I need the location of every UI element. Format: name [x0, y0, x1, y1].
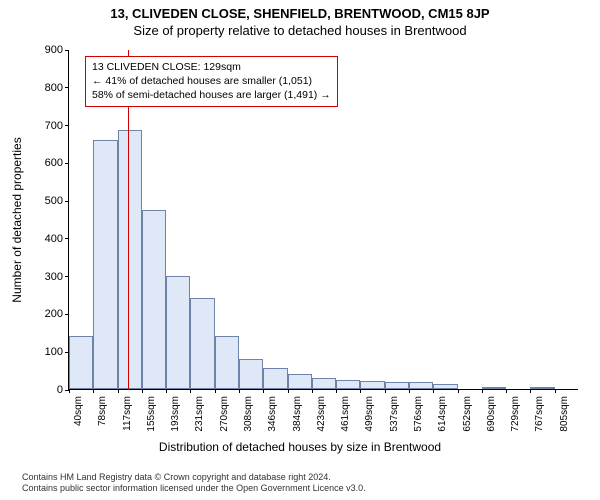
xtick-line [409, 389, 410, 393]
xtick-line [458, 389, 459, 393]
ytick-label: 800 [25, 82, 63, 94]
xtick-line [93, 389, 94, 393]
histogram-bar [166, 276, 190, 389]
xtick-label: 499sqm [364, 396, 375, 432]
xtick-line [433, 389, 434, 393]
ytick-line [65, 50, 69, 51]
xtick-label: 690sqm [486, 396, 497, 432]
histogram-bar [69, 336, 93, 389]
annotation-line-3: 58% of semi-detached houses are larger (… [92, 88, 331, 102]
ytick-line [65, 87, 69, 88]
page-subtitle: Size of property relative to detached ho… [0, 21, 600, 38]
xtick-line [530, 389, 531, 393]
histogram-bar [215, 336, 239, 389]
ytick-label: 600 [25, 157, 63, 169]
xtick-line [288, 389, 289, 393]
xtick-line [385, 389, 386, 393]
xtick-line [142, 389, 143, 393]
ytick-label: 200 [25, 308, 63, 320]
xtick-label: 270sqm [219, 396, 230, 432]
ytick-line [65, 238, 69, 239]
xtick-label: 193sqm [170, 396, 181, 432]
xtick-line [263, 389, 264, 393]
ytick-line [65, 163, 69, 164]
xtick-line [506, 389, 507, 393]
xtick-line [118, 389, 119, 393]
histogram-bar [190, 298, 214, 389]
xtick-label: 576sqm [413, 396, 424, 432]
ytick-label: 100 [25, 346, 63, 358]
xtick-label: 231sqm [194, 396, 205, 432]
xtick-label: 78sqm [97, 396, 108, 426]
x-axis-label: Distribution of detached houses by size … [0, 440, 600, 454]
ytick-line [65, 125, 69, 126]
xtick-line [69, 389, 70, 393]
xtick-line [555, 389, 556, 393]
histogram-bar [239, 359, 263, 389]
annotation-line-2: ← 41% of detached houses are smaller (1,… [92, 74, 331, 88]
xtick-label: 614sqm [437, 396, 448, 432]
xtick-line [239, 389, 240, 393]
histogram-bar [93, 140, 117, 389]
credits: Contains HM Land Registry data © Crown c… [22, 472, 366, 495]
xtick-label: 117sqm [122, 396, 133, 431]
histogram-bar [288, 374, 312, 389]
xtick-label: 652sqm [462, 396, 473, 432]
xtick-label: 155sqm [146, 396, 157, 432]
histogram-bar [385, 382, 409, 389]
credits-line-1: Contains HM Land Registry data © Crown c… [22, 472, 366, 483]
ytick-label: 500 [25, 195, 63, 207]
xtick-label: 461sqm [340, 396, 351, 432]
xtick-line [482, 389, 483, 393]
histogram-bar [530, 387, 554, 389]
chart-container: 13, CLIVEDEN CLOSE, SHENFIELD, BRENTWOOD… [0, 0, 600, 500]
histogram-bar [312, 378, 336, 389]
histogram-bar [263, 368, 287, 389]
histogram-bar [409, 382, 433, 389]
xtick-line [336, 389, 337, 393]
ytick-label: 900 [25, 44, 63, 56]
xtick-label: 767sqm [534, 396, 545, 432]
ytick-line [65, 276, 69, 277]
xtick-line [312, 389, 313, 393]
histogram-bar [482, 387, 506, 389]
histogram-bar [336, 380, 360, 389]
xtick-label: 308sqm [243, 396, 254, 432]
xtick-line [190, 389, 191, 393]
xtick-line [360, 389, 361, 393]
xtick-label: 384sqm [292, 396, 303, 432]
credits-line-2: Contains public sector information licen… [22, 483, 366, 494]
ytick-line [65, 201, 69, 202]
xtick-label: 729sqm [510, 396, 521, 432]
ytick-label: 700 [25, 120, 63, 132]
histogram-bar [360, 381, 384, 389]
annotation-box: 13 CLIVEDEN CLOSE: 129sqm ← 41% of detac… [85, 56, 338, 107]
ytick-label: 400 [25, 233, 63, 245]
histogram-bar [142, 210, 166, 389]
histogram-bar [118, 130, 142, 389]
xtick-label: 40sqm [73, 396, 84, 426]
y-axis-label: Number of detached properties [10, 137, 24, 302]
ytick-label: 0 [25, 384, 63, 396]
xtick-label: 805sqm [559, 396, 570, 432]
histogram-bar [433, 384, 457, 389]
xtick-label: 423sqm [316, 396, 327, 432]
xtick-line [215, 389, 216, 393]
xtick-label: 346sqm [267, 396, 278, 432]
ytick-line [65, 314, 69, 315]
ytick-label: 300 [25, 271, 63, 283]
xtick-label: 537sqm [389, 396, 400, 432]
page-title: 13, CLIVEDEN CLOSE, SHENFIELD, BRENTWOOD… [0, 0, 600, 21]
annotation-line-1: 13 CLIVEDEN CLOSE: 129sqm [92, 60, 331, 74]
xtick-line [166, 389, 167, 393]
